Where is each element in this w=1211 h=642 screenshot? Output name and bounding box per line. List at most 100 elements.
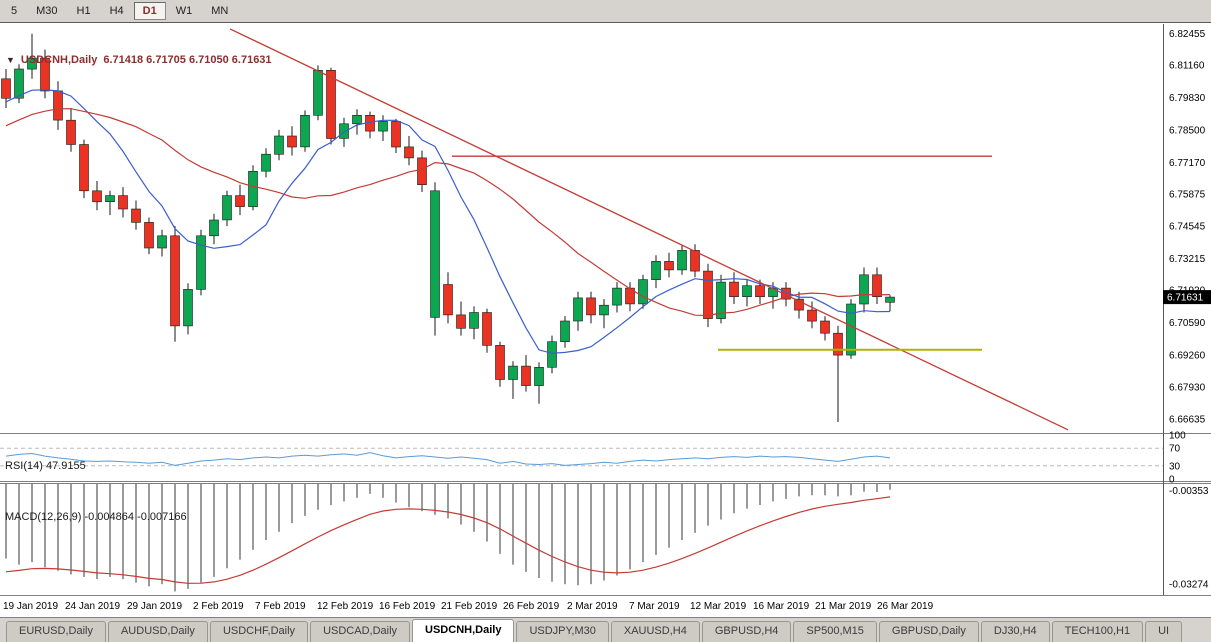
chart-tab-gbpusd-daily[interactable]: GBPUSD,Daily [878,621,979,642]
date-label: 7 Mar 2019 [629,601,680,612]
price-tick: 6.74545 [1169,222,1206,233]
candle [404,146,414,159]
candle [417,157,427,185]
candle [534,366,544,386]
candle [690,250,700,272]
chart-area: 6.82455 6.81160 6.79830 6.78500 6.77170 6.758… [0,24,1211,617]
candle [469,312,479,329]
candle [794,298,804,311]
date-label: 16 Feb 2019 [379,601,436,612]
candle [508,365,518,380]
candle [547,341,557,368]
candle [352,115,362,125]
timeframe-button-m30[interactable]: M30 [36,5,58,17]
chart-tab-usdcnh-daily[interactable]: USDCNH,Daily [412,619,515,642]
candle [755,285,765,298]
chart-tab-xauusd-h4[interactable]: XAUUSD,H4 [610,621,700,642]
candle [235,195,245,207]
price-tick: 6.69260 [1169,350,1206,361]
candle [430,190,440,318]
candle [846,303,856,356]
candle [820,320,830,334]
price-tick: 6.79830 [1169,93,1206,104]
timeframe-button-5[interactable]: 5 [11,5,18,17]
price-tick: 6.78500 [1169,125,1206,136]
chart-tab-sp500-m15[interactable]: SP500,M15 [793,621,877,642]
candle [456,314,466,329]
candle [495,345,505,380]
symbol-tab-bar: EURUSD,Daily AUDUSD,Daily USDCHF,Daily USDC… [0,617,1211,642]
candle [859,274,869,305]
timeframe-button-w1[interactable]: W1 [175,5,193,17]
chart-tab-usdchf-daily[interactable]: USDCHF,Daily [209,621,309,642]
candle [66,119,76,145]
candle [586,297,596,316]
rsi-tick: 0 [1169,475,1175,486]
candle [599,304,609,316]
candle [326,69,336,139]
timeframe-button-mn[interactable]: MN [211,5,229,17]
date-label: 2 Feb 2019 [193,601,244,612]
macd-signal-line [5,496,891,584]
date-label: 7 Feb 2019 [255,601,306,612]
chart-tab-eurusd-daily[interactable]: EURUSD,Daily [6,621,106,642]
rsi-tick: 100 [1169,431,1186,442]
candle [274,135,284,155]
candle [885,296,895,303]
candle [1,78,11,99]
chart-tab-tech100-h1[interactable]: TECH100,H1 [1051,621,1144,642]
ma-fast-line [5,89,891,354]
date-label: 26 Feb 2019 [503,601,560,612]
candle [196,235,206,290]
chart-tab-gbpusd-h4[interactable]: GBPUSD,H4 [701,621,792,642]
candle [79,144,89,192]
current-price-value: 6.71631 [1167,293,1204,304]
price-chart-canvas[interactable]: 6.82455 6.81160 6.79830 6.78500 6.77170 6.758… [0,24,1211,617]
candle [170,235,180,327]
date-label: 16 Mar 2019 [753,601,810,612]
candle [573,297,583,322]
chart-tab-audusd-daily[interactable]: AUDUSD,Daily [107,621,208,642]
candle [261,153,271,172]
chart-tab-dj30-h4[interactable]: DJ30,H4 [980,621,1050,642]
timeframe-button-d1[interactable]: D1 [133,2,166,20]
chart-tab-ui[interactable]: UI [1145,621,1183,642]
candle [742,285,752,298]
candle [872,274,882,298]
chart-tab-usdjpy-m30[interactable]: USDJPY,M30 [516,621,609,642]
price-tick: 6.77170 [1169,158,1206,169]
candle [14,68,24,99]
price-tick: 6.70590 [1169,318,1206,329]
candle [105,195,115,203]
candle [157,235,167,249]
candle [716,281,726,319]
date-label: 19 Jan 2019 [3,601,58,612]
ma-slow-line [5,108,891,317]
candle [807,309,817,322]
price-tick: 6.73215 [1169,254,1206,265]
current-price-badge [1163,290,1211,305]
rsi-line [5,452,891,466]
candle [612,287,622,306]
price-tick: 6.81160 [1169,61,1205,72]
candle [53,90,63,121]
candle [300,115,310,148]
candle [248,171,258,207]
date-label: 29 Jan 2019 [127,601,182,612]
descending-trendline[interactable] [229,28,1069,431]
timeframe-button-h1[interactable]: H1 [76,5,91,17]
candle [118,195,128,210]
date-label: 2 Mar 2019 [567,601,618,612]
chart-tab-usdcad-daily[interactable]: USDCAD,Daily [310,621,411,642]
date-label: 12 Mar 2019 [690,601,747,612]
candle [677,250,687,271]
candle [638,279,648,305]
price-tick: 6.67930 [1169,383,1206,394]
candle [209,219,219,237]
macd-tick: -0.00353 [1169,486,1209,497]
candle [378,121,388,132]
timeframe-button-h4[interactable]: H4 [109,5,124,17]
candle [391,121,401,148]
candle [40,57,50,92]
